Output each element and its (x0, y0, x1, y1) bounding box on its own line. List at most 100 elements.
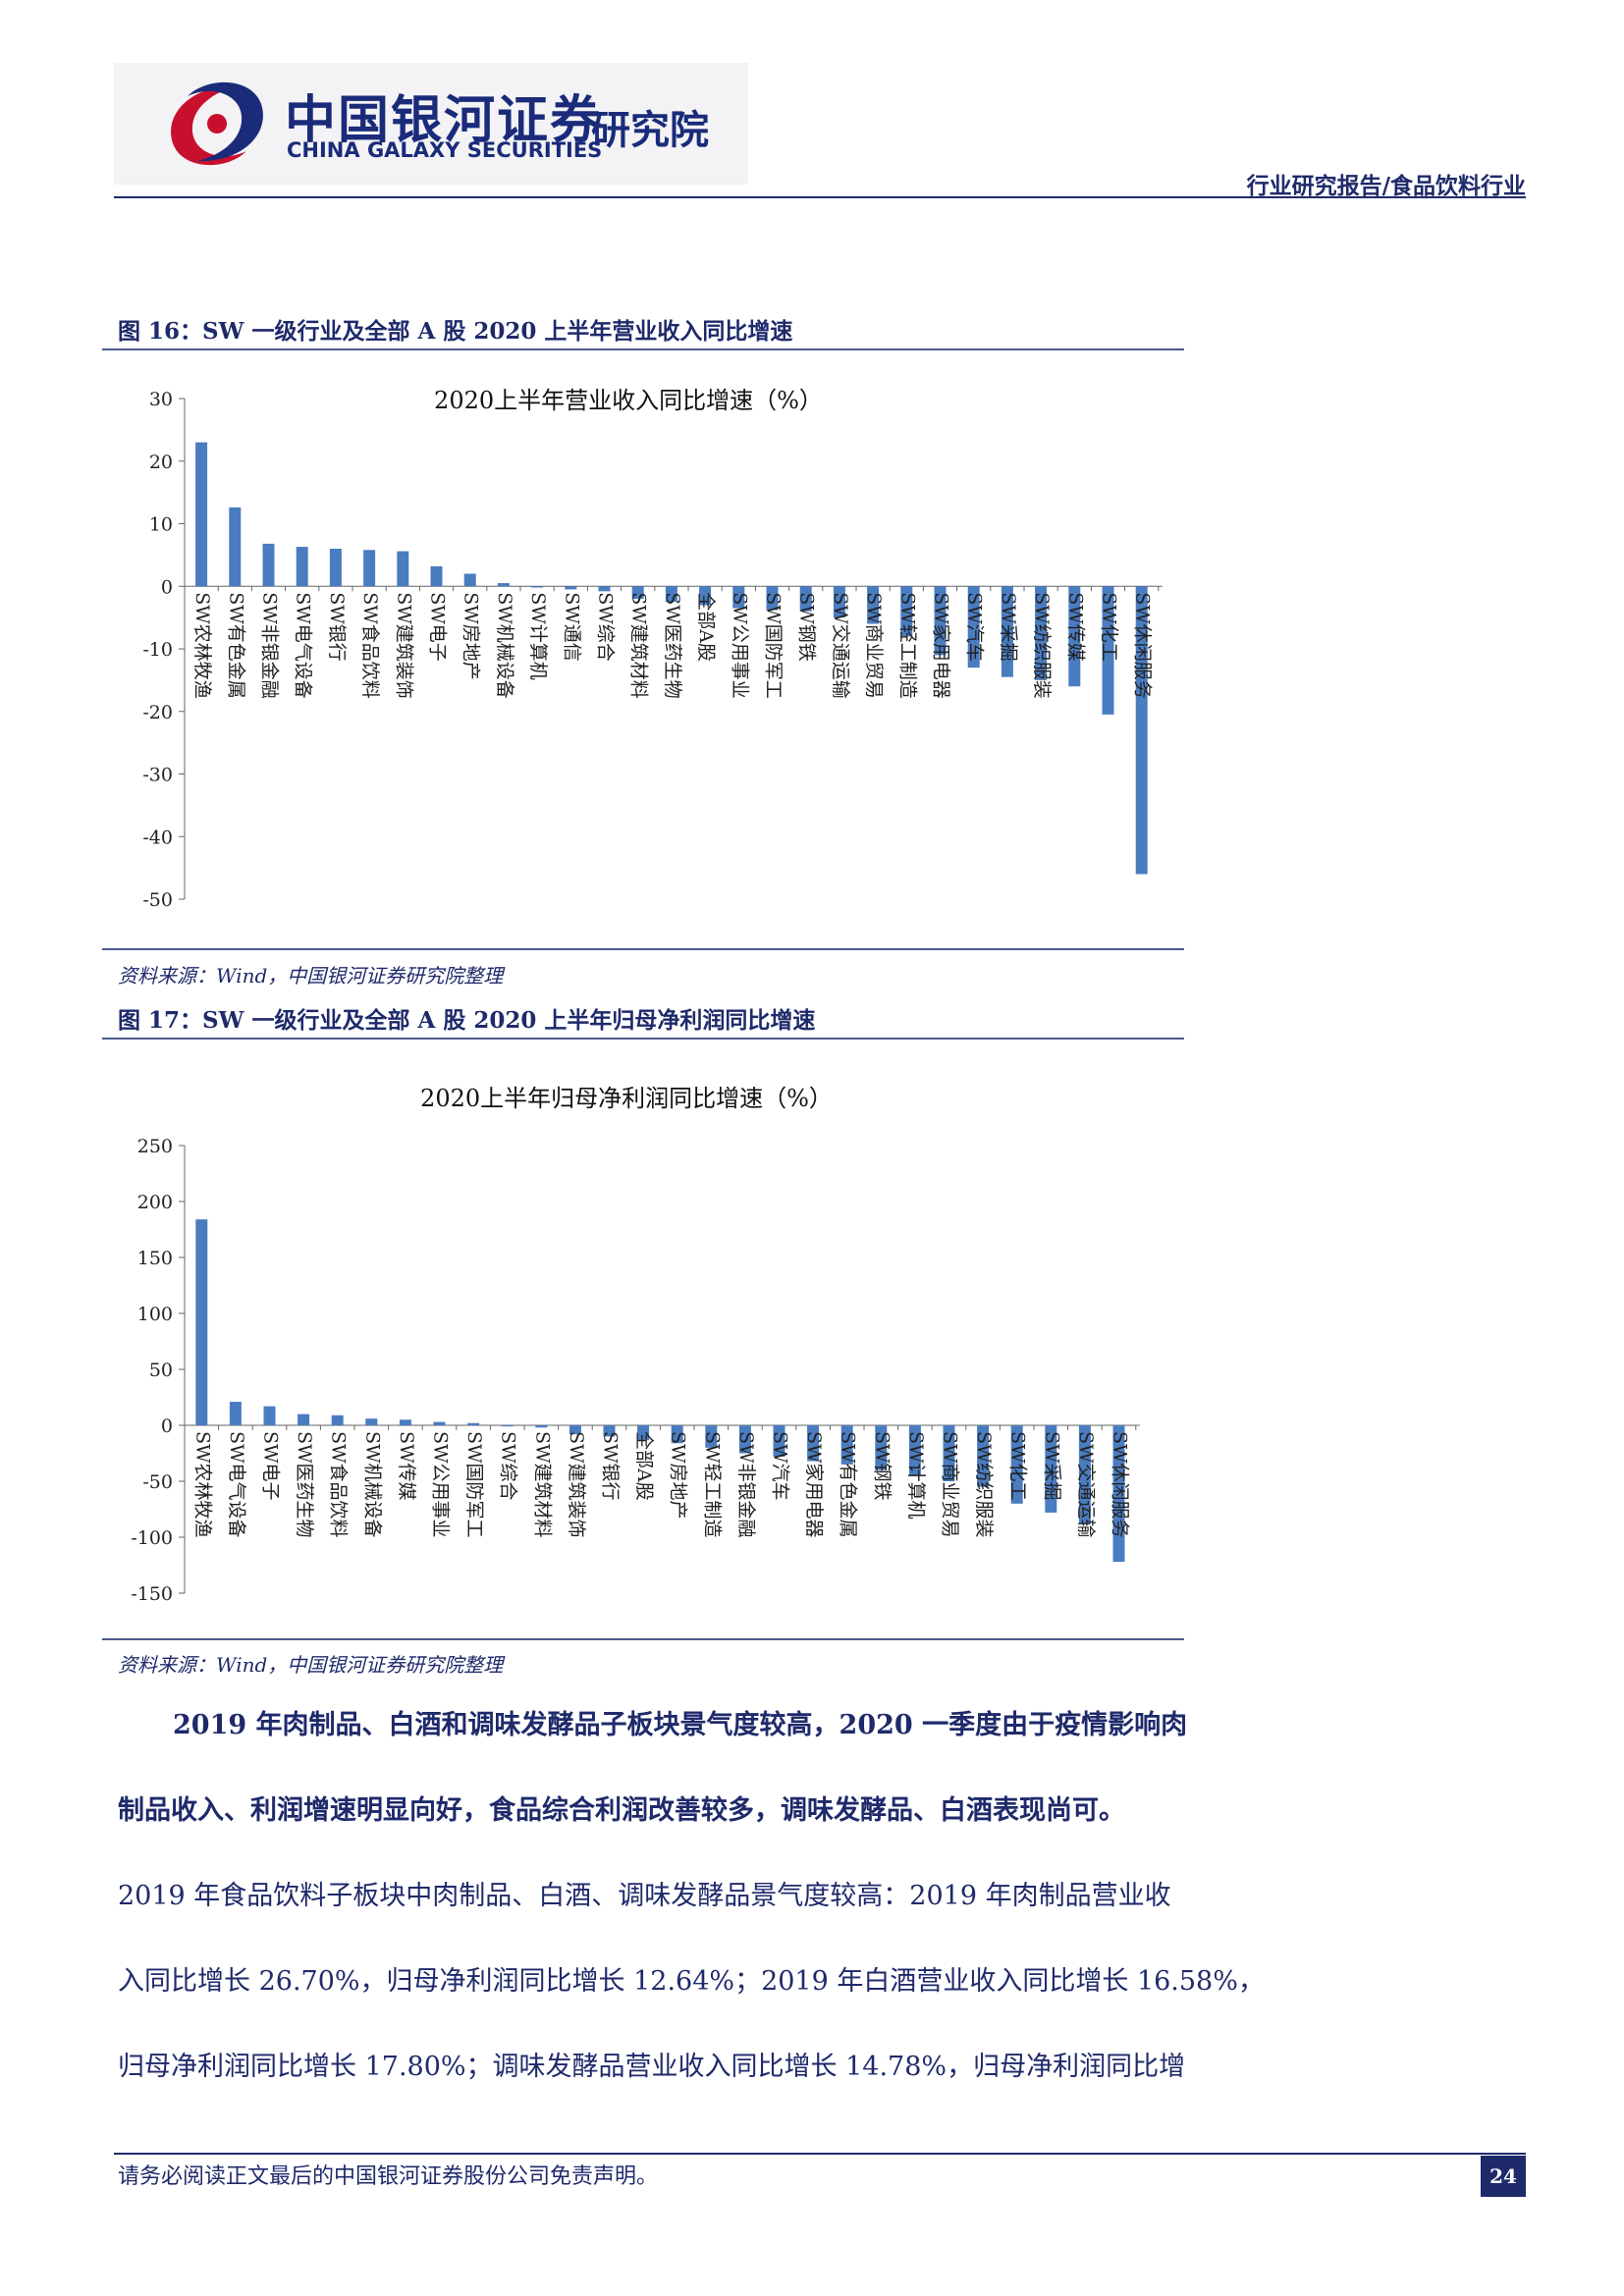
bar (732, 586, 745, 609)
bar (1102, 586, 1114, 715)
y-tick-label: 0 (161, 576, 173, 598)
bar (298, 1414, 310, 1425)
category-label: SW化工 (1007, 1431, 1029, 1501)
category-label: SW纺织服装 (1031, 592, 1053, 699)
bar (467, 1422, 480, 1425)
bar (598, 586, 611, 592)
bar (934, 586, 947, 656)
logo-institute: 研究院 (591, 108, 709, 153)
category-label: SW农林牧渔 (191, 592, 213, 699)
figure17-top-rule (102, 1038, 1184, 1040)
category-label: SW传媒 (1064, 592, 1086, 662)
category-label: 全部A股 (695, 592, 717, 662)
bar (875, 1425, 888, 1470)
bar (331, 1415, 344, 1425)
category-label: SW公用事业 (430, 1431, 452, 1538)
bar (433, 1421, 446, 1425)
bar (1035, 586, 1048, 680)
category-label: SW有色金属 (225, 592, 246, 699)
category-label: SW建筑装饰 (566, 1431, 587, 1538)
category-label: SW传媒 (396, 1431, 417, 1501)
bar (943, 1425, 955, 1481)
bar (807, 1425, 820, 1462)
bar (535, 1425, 548, 1428)
figure16-source: 资料来源：Wind，中国银河证券研究院整理 (118, 964, 504, 988)
bar (867, 586, 880, 624)
category-label: SW汽车 (964, 592, 986, 662)
category-label: SW机械设备 (361, 1431, 383, 1538)
figure17-source: 资料来源：Wind，中国银河证券研究院整理 (118, 1653, 504, 1677)
category-label: SW钢铁 (796, 592, 818, 662)
bar (1135, 586, 1148, 875)
bar (365, 1418, 378, 1425)
bar (603, 1425, 616, 1437)
category-label: SW银行 (600, 1431, 622, 1501)
figure16-bottom-rule (102, 948, 1184, 950)
bar (531, 586, 544, 588)
category-label: 全部A股 (633, 1431, 655, 1501)
category-label: SW机械设备 (494, 592, 515, 699)
revenue-growth-chart: 2020上半年营业收入同比增速（%） 30 20 10 0 -10 -20 -30 -40 -50… (142, 387, 1163, 911)
bar (738, 1425, 751, 1454)
chart-title: 2020上半年营业收入同比增速（%） (434, 387, 823, 414)
bar (699, 586, 712, 606)
category-label: SW综合 (595, 592, 617, 662)
y-tick-label: -50 (142, 889, 173, 911)
figure17-caption: 图 17：SW 一级行业及全部 A 股 2020 上半年归母净利润同比增速 (118, 1007, 816, 1034)
category-label: SW轻工制造 (701, 1431, 723, 1538)
bar (665, 586, 677, 603)
y-tick-label: 50 (149, 1360, 173, 1381)
paragraph-line3: 2019 年食品饮料子板块中肉制品、白酒、调味发酵品景气度较高：2019 年肉制… (118, 1881, 1171, 1911)
category-label: SW医药生物 (662, 592, 683, 699)
bar (637, 1425, 650, 1440)
category-label: SW交通运输 (1075, 1431, 1097, 1538)
bar (263, 1406, 276, 1425)
category-label: SW电子 (427, 592, 449, 662)
y-tick-label: 200 (137, 1192, 173, 1213)
category-label: SW休闲服务 (1110, 1431, 1131, 1538)
category-label: SW商业贸易 (940, 1431, 961, 1538)
category-label: SW有色金属 (838, 1431, 859, 1538)
category-label: SW国防军工 (463, 1431, 485, 1538)
category-label: SW医药生物 (294, 1431, 315, 1538)
y-tick-label: -20 (142, 702, 173, 723)
category-label: SW食品饮料 (328, 1431, 350, 1538)
category-label: SW计算机 (905, 1431, 927, 1520)
bold-paragraph-line1: 2019 年肉制品、白酒和调味发酵品子板块景气度较高，2020 一季度由于疫情影… (173, 1710, 1188, 1740)
bar (631, 586, 644, 599)
category-label: SW家用电器 (803, 1431, 825, 1538)
y-tick-label: -100 (131, 1527, 173, 1549)
paragraph-line5: 归母净利润同比增长 17.80%；调味发酵品营业收入同比增长 14.78%，归母… (118, 2052, 1186, 2082)
bar (262, 543, 275, 587)
bar (195, 442, 208, 587)
figure16-top-rule (102, 348, 1184, 350)
category-label: SW电子 (260, 1431, 282, 1501)
category-label: SW化工 (1099, 592, 1120, 662)
bar (1068, 586, 1081, 687)
category-label: SW纺织服装 (973, 1431, 995, 1538)
footer-divider (114, 2153, 1526, 2155)
bar (565, 586, 577, 590)
bar (705, 1425, 718, 1448)
chart-title: 2020上半年归母净利润同比增速（%） (420, 1085, 833, 1112)
bar (977, 1425, 990, 1487)
logo-english-name: CHINA GALAXY SECURITIES (287, 138, 603, 162)
logo-chinese-name: 中国银河证券 (285, 91, 604, 150)
bar (908, 1425, 921, 1476)
category-label: SW国防军工 (763, 592, 785, 699)
bar (501, 1425, 514, 1427)
category-label: SW电气设备 (226, 1431, 247, 1538)
category-label: SW钢铁 (871, 1431, 893, 1501)
category-label: SW采掘 (998, 592, 1019, 662)
category-label: SW建筑装饰 (393, 592, 414, 699)
bar (799, 586, 812, 612)
bar (1112, 1425, 1125, 1563)
bar (671, 1425, 683, 1444)
report-type: 行业研究报告/食品饮料行业 (1246, 173, 1526, 199)
y-tick-label: 150 (137, 1248, 173, 1269)
category-label: SW农林牧渔 (191, 1431, 213, 1538)
category-label: SW非银金融 (735, 1431, 757, 1538)
paragraph-line4: 入同比增长 26.70%，归母净利润同比增长 12.64%；2019 年白酒营业… (118, 1966, 1265, 1997)
header-divider (114, 196, 1526, 198)
category-label: SW电气设备 (293, 592, 314, 699)
